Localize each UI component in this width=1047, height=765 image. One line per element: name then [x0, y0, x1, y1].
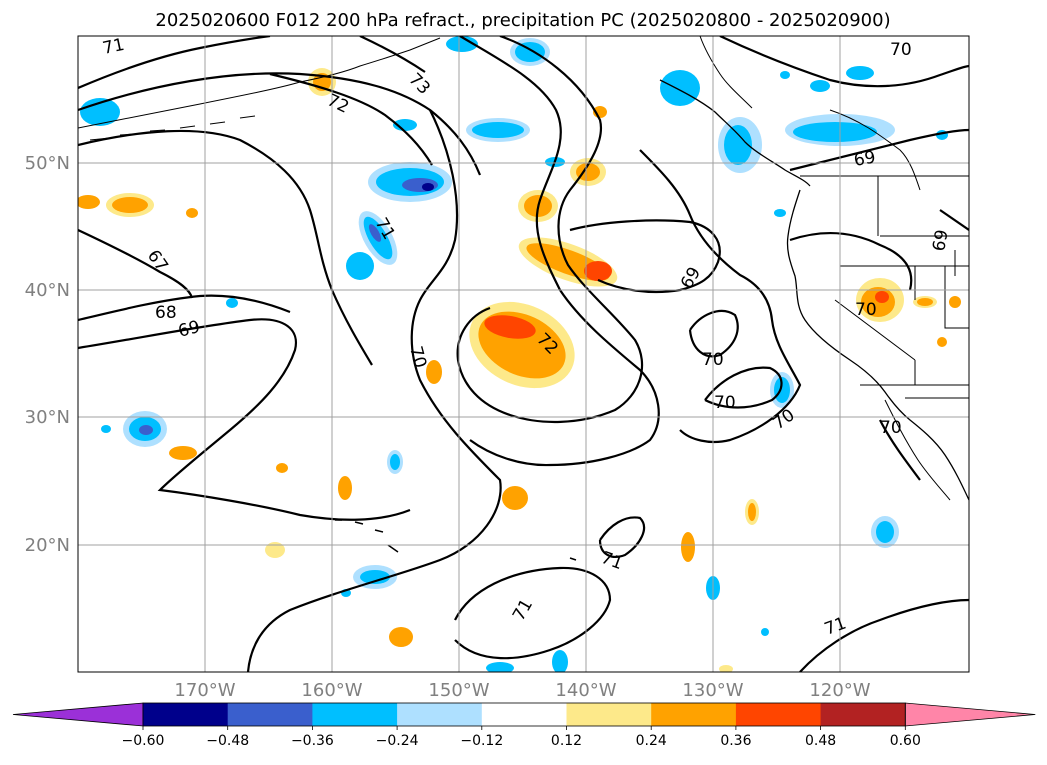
- shade-blue-161w: [358, 211, 398, 265]
- gridlines: [78, 36, 969, 672]
- contour-71-south-center: [454, 566, 612, 660]
- colorbar-tick-label: 0.24: [636, 733, 667, 749]
- shade-blue-south: [341, 372, 899, 672]
- colorbar-segment: [566, 703, 652, 726]
- us-west-coast: [786, 189, 969, 501]
- contour-70-top: [78, 72, 482, 176]
- lon-label: 140°W: [555, 680, 616, 701]
- lat-label: 50°N: [25, 153, 70, 174]
- contour-69-south: [78, 318, 411, 521]
- contour-70-mid: [246, 109, 502, 672]
- bc-interior: [829, 109, 921, 191]
- contour-73: [359, 36, 426, 73]
- contour-68: [78, 294, 291, 322]
- colorbar-segment: [651, 703, 737, 726]
- contour-71-nw: [78, 36, 271, 90]
- contour-label: 70: [702, 350, 724, 370]
- contour-70-se: [879, 419, 921, 481]
- precipitation-shading: [78, 36, 961, 672]
- lon-label: 120°W: [809, 680, 870, 701]
- colorbar-tick-label: 0.36: [720, 733, 751, 749]
- contour-71-east: [719, 36, 969, 88]
- contour-70-coast: [639, 149, 802, 444]
- contour-69-northeast-small: [939, 209, 969, 231]
- contour-label: 69: [852, 147, 877, 170]
- contour-69-small: [688, 309, 739, 358]
- canada-coast: [699, 36, 753, 109]
- lon-label: 150°W: [428, 680, 489, 701]
- state-borders: [834, 176, 969, 399]
- alaska-panhandle: [659, 79, 811, 187]
- map-frame: [77, 35, 970, 673]
- shade-blue-small: [346, 252, 374, 280]
- longitude-labels: 170°W 160°W 150°W 140°W 130°W 120°W: [174, 680, 870, 701]
- contour-70-small: [704, 366, 783, 409]
- colorbar-extend-max: [904, 702, 1036, 727]
- lat-label: 40°N: [25, 280, 70, 301]
- shade-blue-gulf-alaska: [368, 162, 452, 202]
- colorbar-segment: [312, 703, 398, 726]
- colorbar-segment: [397, 703, 483, 726]
- colorbar-frame: [142, 702, 906, 727]
- colorbar-extend-min: [12, 702, 144, 727]
- colorbar-tick-label: −0.36: [291, 733, 334, 749]
- colorbar-segment: [820, 703, 906, 726]
- contour-71-main: [459, 36, 660, 467]
- contour-70-east: [789, 232, 913, 291]
- lon-label: 130°W: [682, 680, 743, 701]
- shade-orange-west: [78, 193, 528, 647]
- contour-label: 68: [155, 303, 177, 323]
- contour-69-west: [78, 129, 373, 366]
- contour-label: 70: [880, 418, 902, 438]
- lat-label: 30°N: [25, 407, 70, 428]
- contour-label: 70: [890, 40, 912, 60]
- colorbar-tick-label: 0.60: [890, 733, 921, 749]
- colorbar-tick-label: 0.48: [805, 733, 836, 749]
- shade-orange-central: [469, 301, 575, 389]
- colorbar-tick-label: −0.60: [122, 733, 165, 749]
- shade-orange-east: [681, 278, 961, 672]
- colorbar: −0.60 −0.48 −0.36 −0.24 −0.12 0.12 0.24 0.36 0.4…: [12, 702, 1036, 749]
- contour-label: 71: [101, 35, 126, 59]
- map-title: 2025020600 F012 200 hPa refract., precip…: [155, 10, 890, 31]
- contour-label: 70: [855, 300, 877, 320]
- colorbar-segment: [227, 703, 313, 726]
- shade-blue-west-edge: [80, 98, 238, 447]
- colorbar-segment: [143, 703, 229, 726]
- colorbar-tick-label: −0.48: [206, 733, 249, 749]
- map-panel: 71 70 73 72 69 67 68 71 70 72 69 69 70 7…: [77, 35, 970, 673]
- colorbar-tick-label: 0.12: [551, 733, 582, 749]
- contour-label: 70: [714, 393, 736, 413]
- colorbar-tick-label: −0.12: [460, 733, 503, 749]
- colorbar-tick-label: −0.24: [376, 733, 419, 749]
- contour-71-south-east: [799, 598, 969, 672]
- colorbar-segment: [481, 703, 567, 726]
- lat-label: 20°N: [25, 535, 70, 556]
- contour-72: [269, 72, 433, 166]
- contour-72-center: [456, 36, 644, 424]
- contour-71-loop: [598, 516, 646, 558]
- contour-label: 69: [929, 228, 952, 253]
- lon-label: 170°W: [174, 680, 235, 701]
- colorbar-segment: [735, 703, 822, 726]
- lon-label: 160°W: [301, 680, 362, 701]
- contour-69-center: [569, 219, 721, 294]
- alaska-coast: [78, 37, 441, 129]
- latitude-labels: 50°N 40°N 30°N 20°N: [25, 153, 70, 556]
